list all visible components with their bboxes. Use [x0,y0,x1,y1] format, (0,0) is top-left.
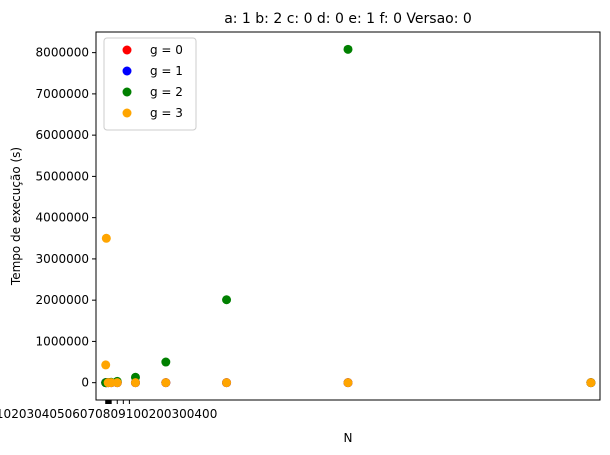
legend-label: g = 3 [150,106,183,120]
data-point-series-2 [222,295,232,305]
y-axis-ticks: 0 1000000 2000000 3000000 4000000 5000000 6000… [36,46,96,390]
y-tick-label: 5000000 [36,169,89,183]
legend-box [103,37,197,131]
data-point-series-3 [343,378,353,388]
data-point-series-3 [161,378,171,388]
data-point-series-3 [222,378,232,388]
legend-label: g = 2 [150,85,183,99]
y-tick-label: 1000000 [36,334,89,348]
y-tick-label: 4000000 [36,211,89,225]
y-tick-label: 2000000 [36,293,89,307]
y-tick-label: 7000000 [36,87,89,101]
plot-frame [95,31,601,401]
data-point-series-2 [161,357,171,367]
legend: g = 0 g = 1 g = 2 g = 3 [103,37,197,131]
x-axis-ticks: 10203040506070809100200300400 [0,400,217,421]
data-point-series-3 [101,360,111,370]
data-point-series-3 [130,378,140,388]
y-axis-label: Tempo de execução (s) [9,147,23,286]
legend-marker [122,45,132,55]
data-point-series-3 [101,233,111,243]
y-tick-label: 0 [81,376,89,390]
data-point-series-2 [343,44,353,54]
legend-label: g = 1 [150,64,183,78]
x-axis-label: N [344,431,353,445]
legend-marker [122,66,132,76]
x-tick-labels: 10203040506070809100200300400 [0,407,217,421]
chart-title: a: 1 b: 2 c: 0 d: 0 e: 1 f: 0 Versao: 0 [224,11,472,27]
legend-marker [122,108,132,118]
y-tick-label: 6000000 [36,128,89,142]
legend-marker [122,87,132,97]
y-tick-label: 3000000 [36,252,89,266]
legend-label: g = 0 [150,43,183,57]
y-tick-label: 8000000 [36,46,89,60]
data-point-series-3 [112,378,122,388]
data-points [101,44,596,388]
data-point-series-3 [586,378,596,388]
